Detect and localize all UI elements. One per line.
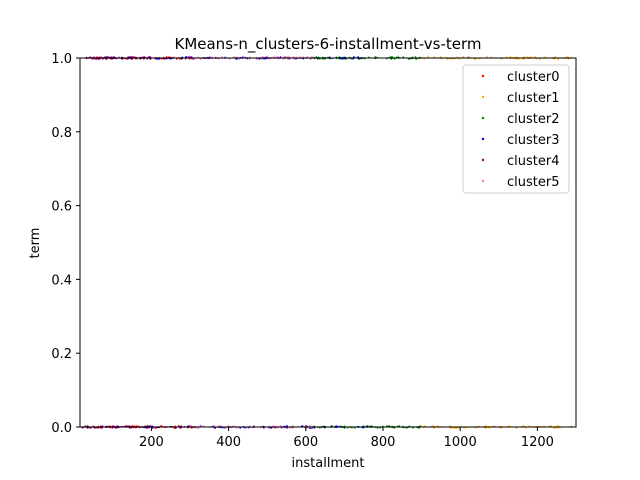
plot-frame xyxy=(79,57,577,428)
x-tick-label: 200 xyxy=(139,435,164,450)
legend-label: cluster5 xyxy=(507,175,559,190)
data-point-cluster3 xyxy=(330,425,333,427)
y-axis-ticks: 0.0 0.2 0.4 0.6 0.8 1.0 xyxy=(51,52,80,436)
legend-marker xyxy=(481,179,485,183)
legend-label: cluster0 xyxy=(507,70,559,85)
y-axis-label: term xyxy=(28,228,43,259)
data-point-cluster5 xyxy=(261,58,263,60)
series-cluster2 xyxy=(305,56,422,429)
x-tick-label: 1200 xyxy=(521,435,554,450)
y-tick-label: 0.4 xyxy=(51,273,72,288)
y-tick-label: 0.2 xyxy=(51,347,72,362)
series-cluster0 xyxy=(86,56,195,429)
x-tick-label: 1000 xyxy=(444,435,477,450)
x-axis-label: installment xyxy=(292,456,365,471)
series-cluster3 xyxy=(143,56,369,429)
data-point-cluster1 xyxy=(473,58,476,60)
data-point-cluster1 xyxy=(455,427,457,429)
data-point-cluster5 xyxy=(243,56,245,58)
data-point-cluster5 xyxy=(217,425,220,427)
data-point-cluster4 xyxy=(112,56,115,58)
legend-label: cluster2 xyxy=(507,112,559,127)
data-point-cluster3 xyxy=(174,427,177,429)
legend-frame xyxy=(462,64,570,194)
data-point-cluster3 xyxy=(352,56,355,58)
legend-item-cluster5: cluster5 xyxy=(481,175,559,190)
data-point-cluster1 xyxy=(515,427,518,429)
x-tick-label: 600 xyxy=(293,435,318,450)
legend-marker xyxy=(481,158,485,162)
y-tick-label: 0.8 xyxy=(51,126,72,141)
y-tick-label: 0.6 xyxy=(51,200,72,215)
legend-marker xyxy=(481,74,485,78)
legend-item-cluster0: cluster0 xyxy=(481,70,559,85)
legend-label: cluster1 xyxy=(507,91,559,106)
legend-item-cluster1: cluster1 xyxy=(481,91,559,106)
legend: cluster0 cluster1 cluster2 cluster3 cluster4… xyxy=(462,64,570,194)
data-point-cluster3 xyxy=(185,56,188,58)
y-tick-label: 1.0 xyxy=(51,52,72,67)
x-tick-label: 400 xyxy=(216,435,241,450)
data-point-cluster1 xyxy=(539,58,541,60)
series-cluster4 xyxy=(81,56,152,429)
data-point-cluster1 xyxy=(557,425,560,427)
legend-marker xyxy=(481,137,485,141)
legend-label: cluster3 xyxy=(507,133,559,148)
data-point-cluster1 xyxy=(557,58,560,60)
legend-item-cluster3: cluster3 xyxy=(481,133,559,148)
data-point-cluster5 xyxy=(283,56,286,58)
chart-title: KMeans-n_clusters-6-installment-vs-term xyxy=(174,35,481,54)
data-point-cluster0 xyxy=(160,425,163,427)
series-cluster5 xyxy=(189,56,315,429)
data-point-cluster2 xyxy=(415,58,418,60)
data-point-cluster0 xyxy=(165,56,168,58)
legend-label: cluster4 xyxy=(507,154,559,169)
x-axis-ticks: 200 400 600 800 1000 1200 xyxy=(139,427,554,450)
legend-item-cluster4: cluster4 xyxy=(481,154,559,169)
data-point-cluster5 xyxy=(197,427,199,429)
legend-marker xyxy=(481,95,485,99)
y-tick-label: 0.0 xyxy=(51,421,72,436)
x-tick-label: 800 xyxy=(371,435,396,450)
legend-marker xyxy=(481,116,485,120)
legend-item-cluster2: cluster2 xyxy=(481,112,559,127)
data-point-cluster2 xyxy=(388,425,391,427)
